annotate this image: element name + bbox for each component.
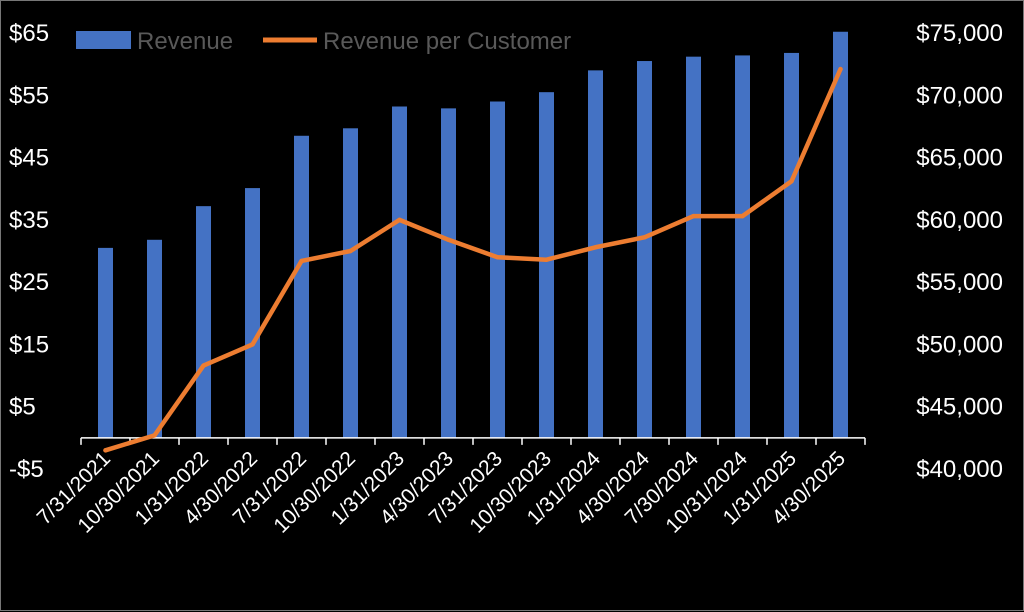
right-axis-tick-label: $55,000: [916, 269, 1003, 296]
left-axis-tick-label: -$5: [9, 456, 44, 483]
right-axis-tick-label: $65,000: [916, 145, 1003, 172]
point-revenue-per-customer-9: [544, 257, 549, 262]
bar-revenue-13: [735, 55, 750, 438]
left-axis-labels: $65 $55 $45 $35 $25 $15 $5 -$5: [9, 20, 49, 483]
point-revenue-per-customer-7: [446, 237, 451, 242]
point-revenue-per-customer-1: [152, 433, 157, 438]
bar-revenue-2: [196, 206, 211, 438]
legend: Revenue Revenue per Customer: [76, 28, 571, 55]
right-axis-tick-label: $50,000: [916, 331, 1003, 358]
left-axis-tick-label: $55: [9, 82, 49, 109]
bar-revenue-9: [539, 92, 554, 438]
point-revenue-per-customer-0: [103, 448, 108, 453]
point-revenue-per-customer-5: [348, 248, 353, 254]
bar-revenue-4: [294, 135, 309, 438]
x-axis-labels: 7/31/202110/30/20211/31/20224/30/20227/3…: [33, 447, 850, 538]
point-revenue-per-customer-13: [740, 213, 745, 219]
bar-revenue-0: [98, 247, 113, 438]
bar-revenue-1: [147, 239, 162, 438]
bar-revenue-14: [784, 52, 799, 438]
point-revenue-per-customer-4: [299, 258, 304, 264]
bar-revenue-11: [637, 61, 652, 438]
bar-revenue-8: [490, 101, 505, 438]
point-revenue-per-customer-10: [593, 245, 598, 250]
left-axis-tick-label: $15: [9, 331, 49, 358]
right-axis-tick-label: $45,000: [916, 394, 1003, 421]
right-axis-tick-label: $60,000: [916, 207, 1003, 234]
point-revenue-per-customer-15: [838, 66, 843, 72]
point-revenue-per-customer-8: [495, 255, 500, 260]
right-axis-tick-label: $75,000: [916, 20, 1003, 47]
point-revenue-per-customer-12: [691, 213, 696, 219]
axis-layer: [80, 437, 866, 445]
point-revenue-per-customer-14: [789, 179, 794, 184]
left-axis-tick-label: $5: [9, 394, 36, 421]
right-axis-tick-label: $70,000: [916, 82, 1003, 109]
point-revenue-per-customer-11: [642, 235, 647, 240]
legend-swatch-revenue: [76, 31, 131, 49]
bars-layer: [98, 31, 848, 438]
left-axis-tick-label: $65: [9, 20, 49, 47]
left-axis-tick-label: $45: [9, 145, 49, 172]
legend-label-revenue: Revenue: [137, 28, 233, 55]
bar-revenue-7: [441, 108, 456, 438]
bar-revenue-5: [343, 128, 358, 438]
legend-label-revenue-per-customer: Revenue per Customer: [323, 28, 571, 55]
point-revenue-per-customer-3: [250, 342, 255, 347]
point-revenue-per-customer-2: [201, 363, 206, 368]
left-axis-tick-label: $35: [9, 207, 49, 234]
right-axis-labels: $75,000 $70,000 $65,000 $60,000 $55,000 $50,0…: [916, 20, 1003, 483]
right-axis-tick-label: $40,000: [916, 456, 1003, 483]
bar-revenue-10: [588, 70, 603, 438]
left-axis-tick-label: $25: [9, 269, 49, 296]
line-layer: [103, 66, 843, 453]
point-revenue-per-customer-6: [397, 217, 402, 223]
bar-revenue-12: [686, 56, 701, 438]
bar-revenue-15: [833, 31, 848, 438]
line-revenue-per-customer: [103, 66, 843, 453]
bar-revenue-6: [392, 106, 407, 438]
bar-revenue-3: [245, 188, 260, 438]
